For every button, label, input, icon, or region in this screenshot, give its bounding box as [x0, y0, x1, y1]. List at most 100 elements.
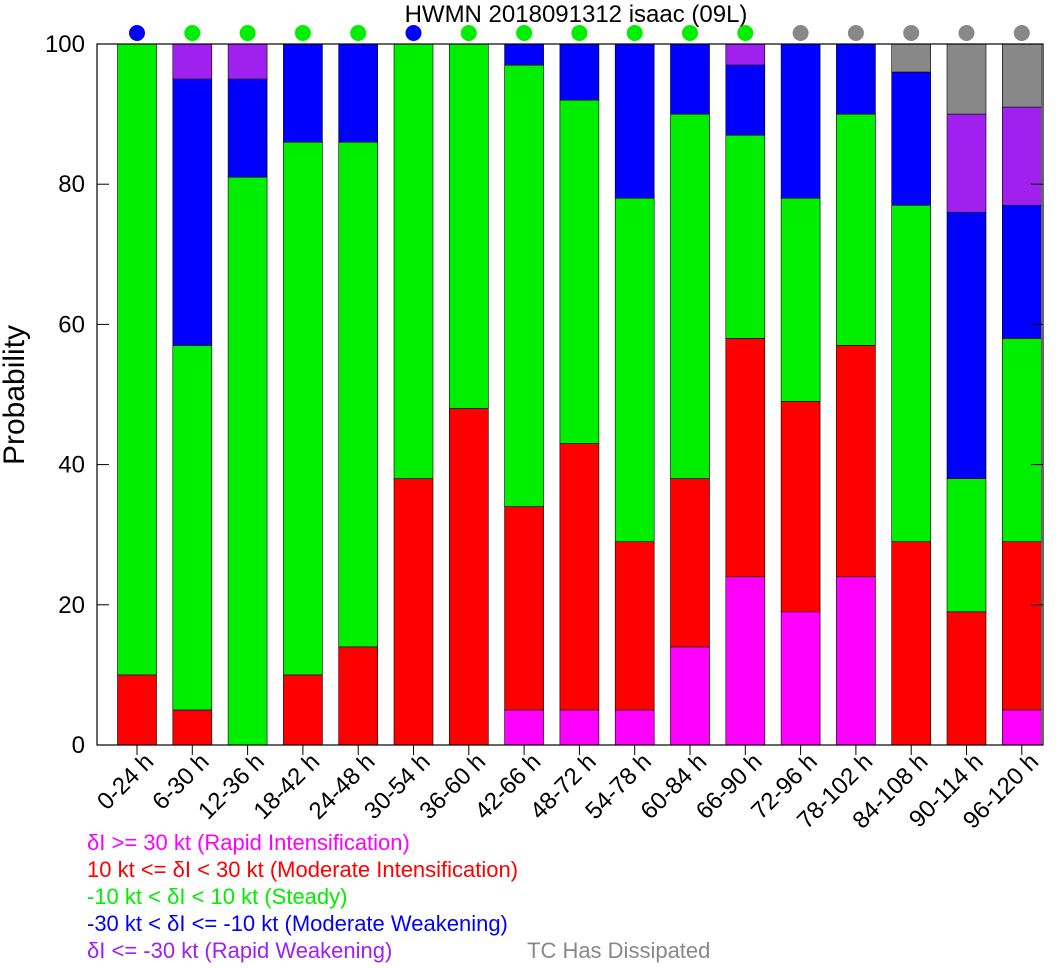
y-axis-label: Probability: [0, 325, 31, 465]
plot-frame: [96, 43, 1044, 746]
bar-segment-1-12: [725, 576, 766, 746]
bar-segment-2-16: [946, 611, 987, 746]
bar-segment-4-17: [1001, 204, 1042, 339]
bar-segment-2-10: [614, 541, 655, 711]
top-marker-2: [184, 25, 201, 41]
top-marker-6: [405, 25, 422, 41]
bar-segment-3-13: [780, 197, 821, 402]
bar-segment-3-17: [1001, 338, 1042, 543]
y-tick-label: 100: [45, 31, 85, 58]
legend-entry-4: -30 kt < δI <= -10 kt (Moderate Weakenin…: [87, 911, 508, 936]
bar-segment-1-11: [670, 646, 710, 746]
bar-segment-3-7: [448, 43, 489, 409]
bar-segment-4-9: [559, 43, 600, 101]
bar-segment-2-12: [725, 338, 766, 578]
bar-segment-3-2: [172, 345, 213, 711]
bar-segment-2-11: [670, 478, 710, 648]
bar-segment-3-14: [836, 113, 876, 346]
bar-segment-3-4: [283, 141, 323, 676]
bar-segment-4-8: [504, 43, 544, 66]
bar-segment-2-8: [504, 506, 544, 711]
bar-segment-4-12: [725, 64, 766, 136]
bar-segment-1-14: [836, 576, 876, 746]
bar-segment-1-17: [1001, 709, 1042, 746]
top-marker-15: [903, 25, 920, 41]
bar-segment-3-1: [117, 43, 157, 676]
top-marker-1: [129, 25, 145, 41]
bar-segment-2-15: [891, 541, 932, 746]
top-marker-13: [792, 25, 809, 41]
bar-segment-1-8: [504, 709, 544, 746]
bar-segment-3-6: [393, 43, 434, 479]
top-marker-17: [1013, 25, 1030, 41]
bar-segment-6-15: [891, 43, 932, 73]
top-marker-10: [626, 25, 643, 41]
y-tick-label: 60: [58, 311, 85, 338]
bar-segment-5-3: [227, 43, 268, 80]
bar-segment-3-12: [725, 134, 766, 339]
bar-segment-2-4: [283, 674, 323, 746]
legend-entry-1: δI >= 30 kt (Rapid Intensification): [87, 830, 410, 855]
bar-segment-4-10: [614, 43, 655, 199]
legend: δI >= 30 kt (Rapid Intensification)10 kt…: [87, 830, 710, 963]
top-marker-12: [737, 25, 754, 41]
y-tick-label: 40: [58, 452, 85, 479]
top-marker-11: [682, 25, 698, 41]
legend-entry-3: -10 kt < δI < 10 kt (Steady): [87, 884, 347, 909]
bar-segment-4-13: [780, 43, 821, 199]
bar-segment-1-10: [614, 709, 655, 746]
bars-layer: [117, 43, 1042, 746]
bar-segment-2-17: [1001, 541, 1042, 711]
bar-segment-3-10: [614, 197, 655, 543]
bar-segment-6-17: [1001, 43, 1042, 108]
top-marker-14: [847, 25, 864, 41]
bar-segment-2-2: [172, 709, 213, 746]
bar-segment-4-14: [836, 43, 876, 115]
bar-segment-4-3: [227, 78, 268, 178]
bar-segment-4-15: [891, 71, 932, 206]
bar-segment-5-12: [725, 43, 766, 66]
bar-segment-4-5: [338, 43, 379, 143]
top-marker-3: [239, 25, 256, 41]
top-markers-layer: [129, 25, 1030, 41]
chart-title: HWMN 2018091312 isaac (09L): [405, 1, 748, 28]
bar-segment-4-16: [946, 211, 987, 479]
bar-segment-3-8: [504, 64, 544, 507]
bar-segment-3-9: [559, 99, 600, 444]
bar-segment-3-3: [227, 176, 268, 746]
top-marker-8: [516, 25, 533, 41]
bar-segment-2-13: [780, 401, 821, 613]
x-tick-label: 0-24 h: [92, 748, 159, 815]
bar-segment-3-16: [946, 478, 987, 613]
bar-segment-2-14: [836, 345, 876, 578]
bar-segment-5-16: [946, 113, 987, 213]
top-marker-5: [350, 25, 367, 41]
bar-segment-3-11: [670, 113, 710, 479]
top-marker-16: [958, 25, 975, 41]
bar-segment-2-5: [338, 646, 379, 746]
bar-segment-1-13: [780, 611, 821, 746]
y-tick-label: 0: [72, 732, 85, 759]
legend-entry-2: 10 kt <= δI < 30 kt (Moderate Intensific…: [87, 857, 518, 882]
bar-segment-5-2: [172, 43, 213, 80]
bar-segment-2-7: [448, 408, 489, 746]
bar-segment-3-5: [338, 141, 379, 648]
legend-entry-6: TC Has Dissipated: [527, 938, 710, 963]
bar-segment-4-11: [670, 43, 710, 115]
bar-segment-2-6: [393, 478, 434, 746]
bar-segment-2-9: [559, 443, 600, 711]
bar-segment-4-4: [283, 43, 323, 143]
bar-segment-6-16: [946, 43, 987, 115]
top-marker-4: [294, 25, 311, 41]
top-marker-7: [460, 25, 477, 41]
bar-segment-2-1: [117, 674, 157, 746]
bar-segment-4-2: [172, 78, 213, 346]
top-marker-9: [571, 25, 588, 41]
y-tick-label: 80: [58, 171, 85, 198]
bar-segment-5-17: [1001, 106, 1042, 206]
legend-entry-5: δI <= -30 kt (Rapid Weakening): [87, 938, 392, 963]
y-tick-label: 20: [58, 592, 85, 619]
bar-segment-1-9: [559, 709, 600, 746]
bar-segment-3-15: [891, 204, 932, 543]
